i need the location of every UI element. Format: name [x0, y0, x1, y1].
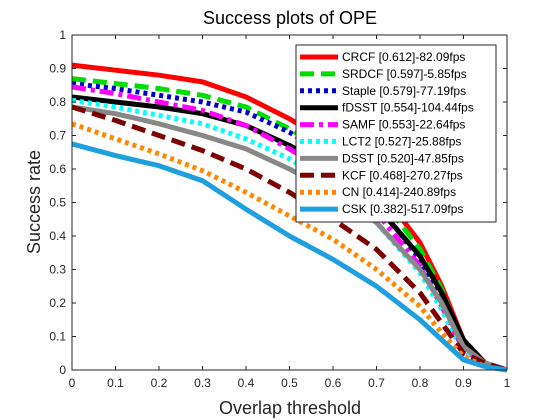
legend-entry-label: KCF [0.468]-270.27fps [342, 168, 463, 182]
x-axis-ticks: 0 0.1 0.2 0.3 0.4 0.5 0.6 0.7 0.8 0.9 1 [69, 35, 511, 390]
legend-entry-label: LCT2 [0.527]-25.88fps [342, 135, 461, 149]
x-tick-label: 0.9 [455, 376, 472, 390]
x-axis-label: Overlap threshold [219, 398, 361, 418]
x-tick-label: 0.3 [194, 376, 211, 390]
legend-entry-label: CN [0.414]-240.89fps [342, 185, 456, 199]
y-tick-label: 0.3 [49, 263, 66, 277]
y-tick-label: 0.5 [49, 196, 66, 210]
y-tick-label: 0.8 [49, 95, 66, 109]
x-tick-label: 1 [504, 376, 511, 390]
y-tick-label: 0.6 [49, 162, 66, 176]
series-line-4 [71, 84, 508, 373]
legend-entry-label: CRCF [0.612]-82.09fps [342, 50, 465, 64]
x-tick-label: 0.4 [238, 376, 255, 390]
y-axis-label: Success rate [24, 150, 44, 254]
series-line-9 [71, 141, 508, 373]
y-tick-label: 1 [59, 28, 66, 42]
x-tick-label: 0.5 [281, 376, 298, 390]
legend-entry-label: CSK [0.382]-517.09fps [342, 202, 463, 216]
x-tick-label: 0.6 [325, 376, 342, 390]
x-tick-label: 0 [69, 376, 76, 390]
y-tick-label: 0.7 [49, 129, 66, 143]
series-line-5 [71, 97, 508, 373]
chart-title: Success plots of OPE [203, 8, 377, 28]
x-tick-label: 0.8 [412, 376, 429, 390]
y-tick-label: 0.9 [49, 62, 66, 76]
y-tick-label: 0.4 [49, 229, 66, 243]
legend-entry-label: Staple [0.579]-77.19fps [342, 84, 466, 98]
legend-entry-label: fDSST [0.554]-104.44fps [342, 101, 474, 115]
x-tick-label: 0.2 [151, 376, 168, 390]
legend: CRCF [0.612]-82.09fps SRDCF [0.597]-5.85f… [295, 44, 497, 223]
x-tick-label: 0.1 [107, 376, 124, 390]
y-tick-label: 0.2 [49, 296, 66, 310]
y-axis-ticks: 0 0.1 0.2 0.3 0.4 0.5 0.6 0.7 0.8 0.9 1 [49, 28, 507, 377]
legend-entry-label: SAMF [0.553]-22.64fps [342, 118, 465, 132]
legend-entry-label: DSST [0.520]-47.85fps [342, 151, 464, 165]
y-tick-label: 0 [59, 363, 66, 377]
x-tick-label: 0.7 [368, 376, 385, 390]
y-tick-label: 0.1 [49, 330, 66, 344]
legend-entry-label: SRDCF [0.597]-5.85fps [342, 67, 467, 81]
